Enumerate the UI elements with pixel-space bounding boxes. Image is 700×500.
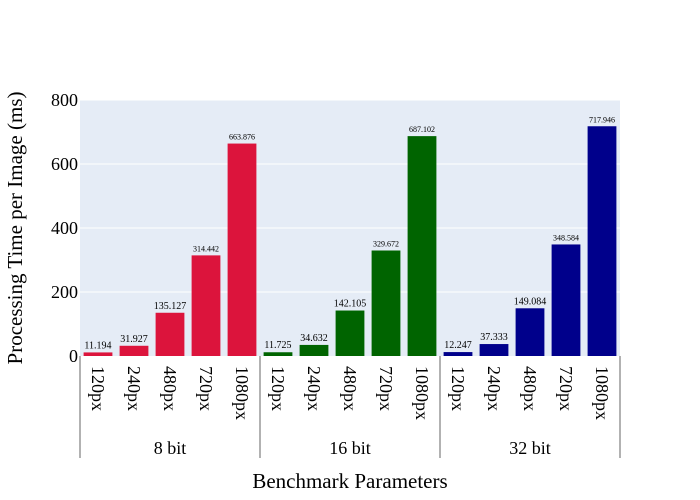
bar-value-label: 717.946 — [589, 115, 615, 124]
bar — [479, 344, 509, 356]
bar — [371, 250, 401, 356]
bar-value-label: 11.725 — [264, 340, 291, 351]
x-tick-label: 480px — [520, 366, 540, 411]
x-axis-ticks: 120px 240px 480px 720px 1080px 120px 240px 480p… — [88, 366, 612, 420]
bar-value-label: 34.632 — [300, 333, 328, 344]
x-tick-label: 120px — [268, 366, 288, 411]
bar — [299, 344, 329, 356]
value-labels: 11.194 31.927 135.127 314.442 663.876 11.725 3… — [84, 115, 615, 351]
group-label: 16 bit — [329, 438, 371, 458]
x-tick-label: 1080px — [592, 366, 612, 420]
bar — [227, 143, 257, 356]
y-tick-label: 400 — [51, 218, 78, 238]
x-tick-label: 480px — [160, 366, 180, 411]
bar — [551, 244, 581, 356]
bar — [263, 352, 293, 356]
x-axis-title: Benchmark Parameters — [252, 469, 447, 493]
x-tick-label: 480px — [340, 366, 360, 411]
bar — [587, 126, 617, 356]
x-tick-label: 240px — [304, 366, 324, 411]
group-label: 32 bit — [509, 438, 551, 458]
y-axis-title: Processing Time per Image (ms) — [3, 92, 27, 365]
y-tick-label: 800 — [51, 90, 78, 110]
x-tick-label: 720px — [556, 366, 576, 411]
bar-value-label: 135.127 — [154, 301, 187, 312]
y-tick-label: 200 — [51, 282, 78, 302]
bar-value-label: 687.102 — [409, 125, 435, 134]
x-tick-label: 240px — [484, 366, 504, 411]
x-tick-label: 1080px — [412, 366, 432, 420]
bar — [335, 310, 365, 356]
bar — [191, 255, 221, 356]
group-label: 8 bit — [154, 438, 187, 458]
bar-value-label: 149.084 — [514, 296, 547, 307]
bar — [407, 136, 437, 356]
bars — [83, 126, 617, 356]
bar-value-label: 31.927 — [120, 334, 148, 345]
bar — [515, 308, 545, 356]
bar — [155, 312, 185, 356]
y-tick-label: 0 — [69, 346, 78, 366]
group-labels: 8 bit 16 bit 32 bit — [154, 438, 551, 458]
x-tick-label: 1080px — [232, 366, 252, 420]
y-axis-ticks: 0 200 400 600 800 — [51, 90, 78, 366]
bar-value-label: 12.247 — [444, 340, 472, 351]
bar-value-label: 314.442 — [193, 244, 219, 253]
bar-value-label: 142.105 — [334, 299, 367, 310]
bar-value-label: 329.672 — [373, 240, 399, 249]
bar — [443, 352, 473, 356]
bar-value-label: 11.194 — [84, 340, 111, 351]
bar — [83, 352, 113, 356]
x-tick-label: 120px — [448, 366, 468, 411]
x-tick-label: 240px — [124, 366, 144, 411]
group-dividers — [79, 356, 621, 458]
bar-value-label: 663.876 — [229, 133, 255, 142]
bar — [119, 345, 149, 356]
bar-value-label: 37.333 — [480, 332, 508, 343]
x-tick-label: 720px — [376, 366, 396, 411]
y-tick-label: 600 — [51, 154, 78, 174]
gridlines — [80, 99, 620, 293]
x-tick-label: 120px — [88, 366, 108, 411]
bar-value-label: 348.584 — [553, 233, 579, 242]
x-tick-label: 720px — [196, 366, 216, 411]
